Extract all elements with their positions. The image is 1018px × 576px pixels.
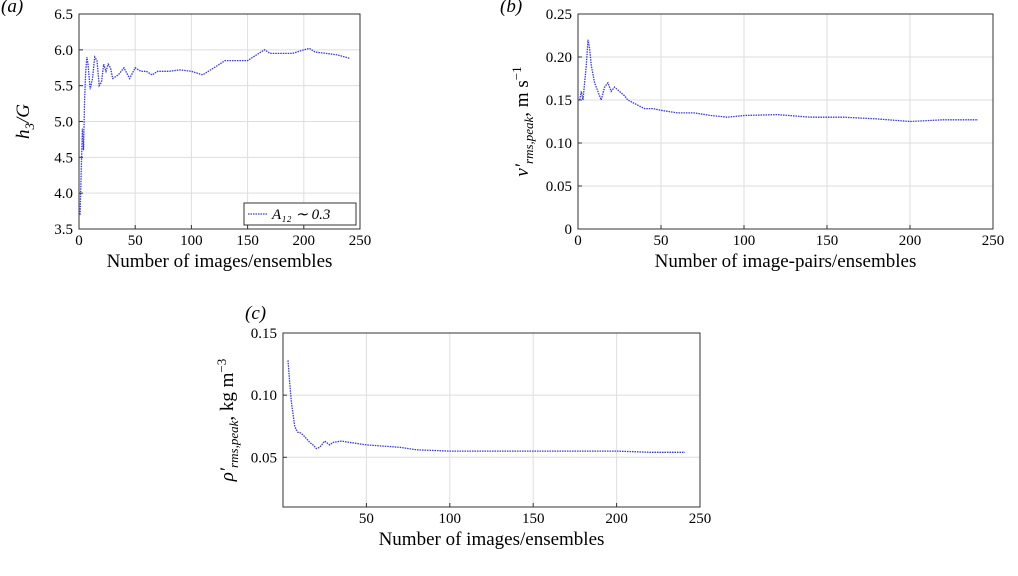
y-tick-label: 0.05 bbox=[546, 179, 572, 195]
y-axis-label: v′rms,peak, m s−1 bbox=[509, 66, 536, 176]
y-tick-label: 4.0 bbox=[54, 186, 73, 202]
y-tick-label: 0.10 bbox=[546, 136, 572, 152]
x-axis-label: Number of images/ensembles bbox=[107, 251, 333, 272]
y-label-rest: , m s bbox=[512, 80, 533, 116]
panel-label: (c) bbox=[245, 303, 266, 324]
y-label-sub: rms,peak bbox=[226, 420, 241, 468]
y-label-sup: −3 bbox=[214, 359, 229, 373]
y-tick-label: 0.20 bbox=[546, 50, 572, 66]
x-tick-label: 150 bbox=[816, 233, 839, 249]
y-tick-label: 4.5 bbox=[54, 150, 73, 166]
x-tick-label: 0 bbox=[75, 233, 83, 249]
y-axis-label: h3/G bbox=[13, 104, 37, 139]
y-label-rest: /G bbox=[13, 104, 34, 124]
y-tick-label: 5.0 bbox=[54, 115, 73, 131]
x-tick-label: 150 bbox=[522, 511, 545, 527]
x-axis-label: Number of images/ensembles bbox=[379, 529, 605, 550]
y-label-main: v′ bbox=[512, 163, 533, 176]
y-tick-label: 0.15 bbox=[546, 93, 572, 109]
y-tick-label: 6.5 bbox=[54, 7, 73, 23]
legend-label: A₁₂ ∼ 0.3 bbox=[271, 207, 330, 223]
y-label-sub: 3 bbox=[22, 123, 37, 131]
x-axis-label: Number of image-pairs/ensembles bbox=[655, 251, 917, 272]
plot-frame bbox=[78, 13, 361, 230]
y-tick-label: 0.25 bbox=[546, 7, 572, 23]
y-label-sub: rms,peak bbox=[521, 116, 536, 164]
x-tick-label: 200 bbox=[605, 511, 628, 527]
x-tick-label: 50 bbox=[654, 233, 669, 249]
y-axis-label: ρ′rms,peak, kg m−3 bbox=[214, 359, 241, 482]
x-tick-label: 50 bbox=[128, 233, 143, 249]
x-tick-label: 50 bbox=[359, 511, 374, 527]
x-tick-label: 250 bbox=[689, 511, 712, 527]
y-label-main: ρ′ bbox=[217, 467, 238, 482]
panel-label: (b) bbox=[500, 0, 522, 17]
y-tick-label: 0.05 bbox=[251, 450, 277, 466]
y-label-rest: , kg m bbox=[217, 372, 238, 420]
x-tick-label: 100 bbox=[180, 233, 203, 249]
x-tick-label: 250 bbox=[349, 233, 372, 249]
x-tick-label: 100 bbox=[439, 511, 462, 527]
y-tick-label: 0 bbox=[565, 222, 573, 238]
panel-label: (a) bbox=[1, 0, 23, 17]
y-label-main: h bbox=[13, 130, 34, 140]
x-tick-label: 200 bbox=[899, 233, 922, 249]
x-tick-label: 250 bbox=[982, 233, 1005, 249]
x-tick-label: 150 bbox=[236, 233, 259, 249]
plot-frame bbox=[577, 13, 994, 230]
y-tick-label: 6.0 bbox=[54, 43, 73, 59]
plot-area bbox=[578, 14, 993, 229]
x-tick-label: 200 bbox=[293, 233, 316, 249]
plot-area bbox=[283, 333, 700, 507]
y-tick-label: 0.15 bbox=[251, 326, 277, 342]
y-label-sup: −1 bbox=[509, 66, 524, 80]
data-line bbox=[79, 47, 351, 215]
plot-frame bbox=[282, 332, 701, 508]
legend-box bbox=[243, 202, 357, 226]
y-tick-label: 5.5 bbox=[54, 79, 73, 95]
x-tick-label: 0 bbox=[574, 233, 582, 249]
x-tick-label: 100 bbox=[733, 233, 756, 249]
data-line bbox=[579, 39, 979, 123]
data-line bbox=[287, 360, 685, 453]
y-tick-label: 0.10 bbox=[251, 388, 277, 404]
y-tick-label: 3.5 bbox=[54, 222, 73, 238]
